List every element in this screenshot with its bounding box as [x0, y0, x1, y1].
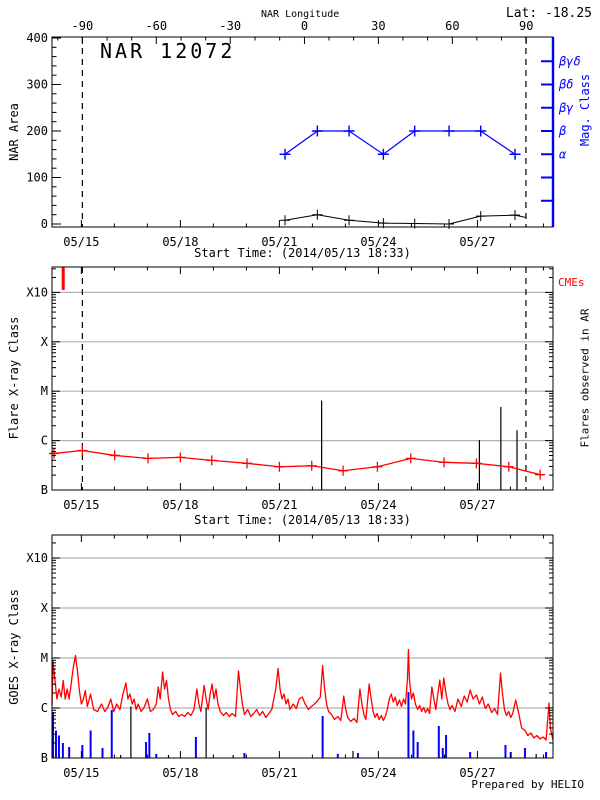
- nar-area-axis-label: NAR Area: [7, 103, 21, 161]
- area-tick-label: 100: [26, 171, 48, 185]
- date-tick-label: 05/18: [162, 235, 198, 249]
- class-tick-label: X: [41, 601, 49, 615]
- area-tick-label: 0: [41, 217, 48, 231]
- class-tick-label: B: [41, 483, 48, 497]
- prepared-by-credit: Prepared by HELIO: [471, 778, 584, 791]
- page-title: NAR 12072: [100, 39, 236, 63]
- class-tick-label: X10: [26, 285, 48, 299]
- mag-class-tick-label: α: [559, 147, 567, 161]
- area-tick-label: 200: [26, 124, 48, 138]
- class-tick-label: B: [41, 751, 48, 765]
- class-tick-label: C: [41, 434, 48, 448]
- class-tick-label: M: [41, 651, 48, 665]
- date-tick-label: 05/27: [459, 498, 495, 512]
- date-tick-label: 05/18: [162, 498, 198, 512]
- flare-class-panel: B C M X X10 05/15 05/18 05/21 05/24 05/27: [26, 266, 554, 512]
- longitude-tick-label: -60: [145, 19, 167, 33]
- date-tick-label: 05/24: [360, 766, 396, 780]
- longitude-tick-label: 30: [371, 19, 385, 33]
- start-time-label-middle: Start Time: (2014/05/13 18:33): [194, 513, 411, 527]
- top-axis-title: NAR Longitude: [261, 9, 340, 20]
- latitude-label: Lat: -18.25: [505, 6, 592, 21]
- mag-class-tick-label: βδ: [558, 78, 573, 92]
- flares-in-ar-label: Flares observed in AR: [578, 308, 592, 448]
- date-tick-label: 05/15: [63, 498, 99, 512]
- longitude-tick-label: 0: [301, 19, 308, 33]
- date-tick-label: 05/27: [459, 235, 495, 249]
- goes-flux-panel: B C M X X10 05/15 05/18 05/21 05/24 05/27: [26, 534, 554, 780]
- date-tick-label: 05/15: [63, 766, 99, 780]
- goes-class-axis-label: GOES X-ray Class: [7, 589, 21, 705]
- class-tick-label: C: [41, 701, 48, 715]
- date-tick-label: 05/21: [261, 766, 297, 780]
- date-tick-label: 05/27: [459, 766, 495, 780]
- class-tick-label: X: [41, 335, 49, 349]
- date-tick-label: 05/21: [261, 235, 297, 249]
- mag-class-tick-label: β: [558, 124, 567, 138]
- date-tick-label: 05/18: [162, 766, 198, 780]
- start-time-label-top: Start Time: (2014/05/13 18:33): [194, 246, 411, 260]
- area-tick-label: 400: [26, 31, 48, 45]
- mag-class-tick-label: βγδ: [558, 54, 581, 68]
- longitude-tick-label: 90: [519, 19, 533, 33]
- date-tick-label: 05/24: [360, 498, 396, 512]
- cmes-legend-label: CMEs: [558, 276, 585, 289]
- longitude-tick-label: -30: [219, 19, 241, 33]
- class-tick-label: X10: [26, 551, 48, 565]
- mag-class-tick-label: βγ: [558, 101, 574, 115]
- class-tick-label: M: [41, 384, 48, 398]
- flare-class-axis-label: Flare X-ray Class: [7, 316, 21, 440]
- date-tick-label: 05/21: [261, 498, 297, 512]
- longitude-tick-label: -90: [72, 19, 94, 33]
- date-tick-label: 05/24: [360, 235, 396, 249]
- date-tick-label: 05/15: [63, 235, 99, 249]
- mag-class-axis-label: Mag. Class: [578, 73, 592, 147]
- longitude-tick-label: 60: [445, 19, 459, 33]
- area-tick-label: 300: [26, 78, 48, 92]
